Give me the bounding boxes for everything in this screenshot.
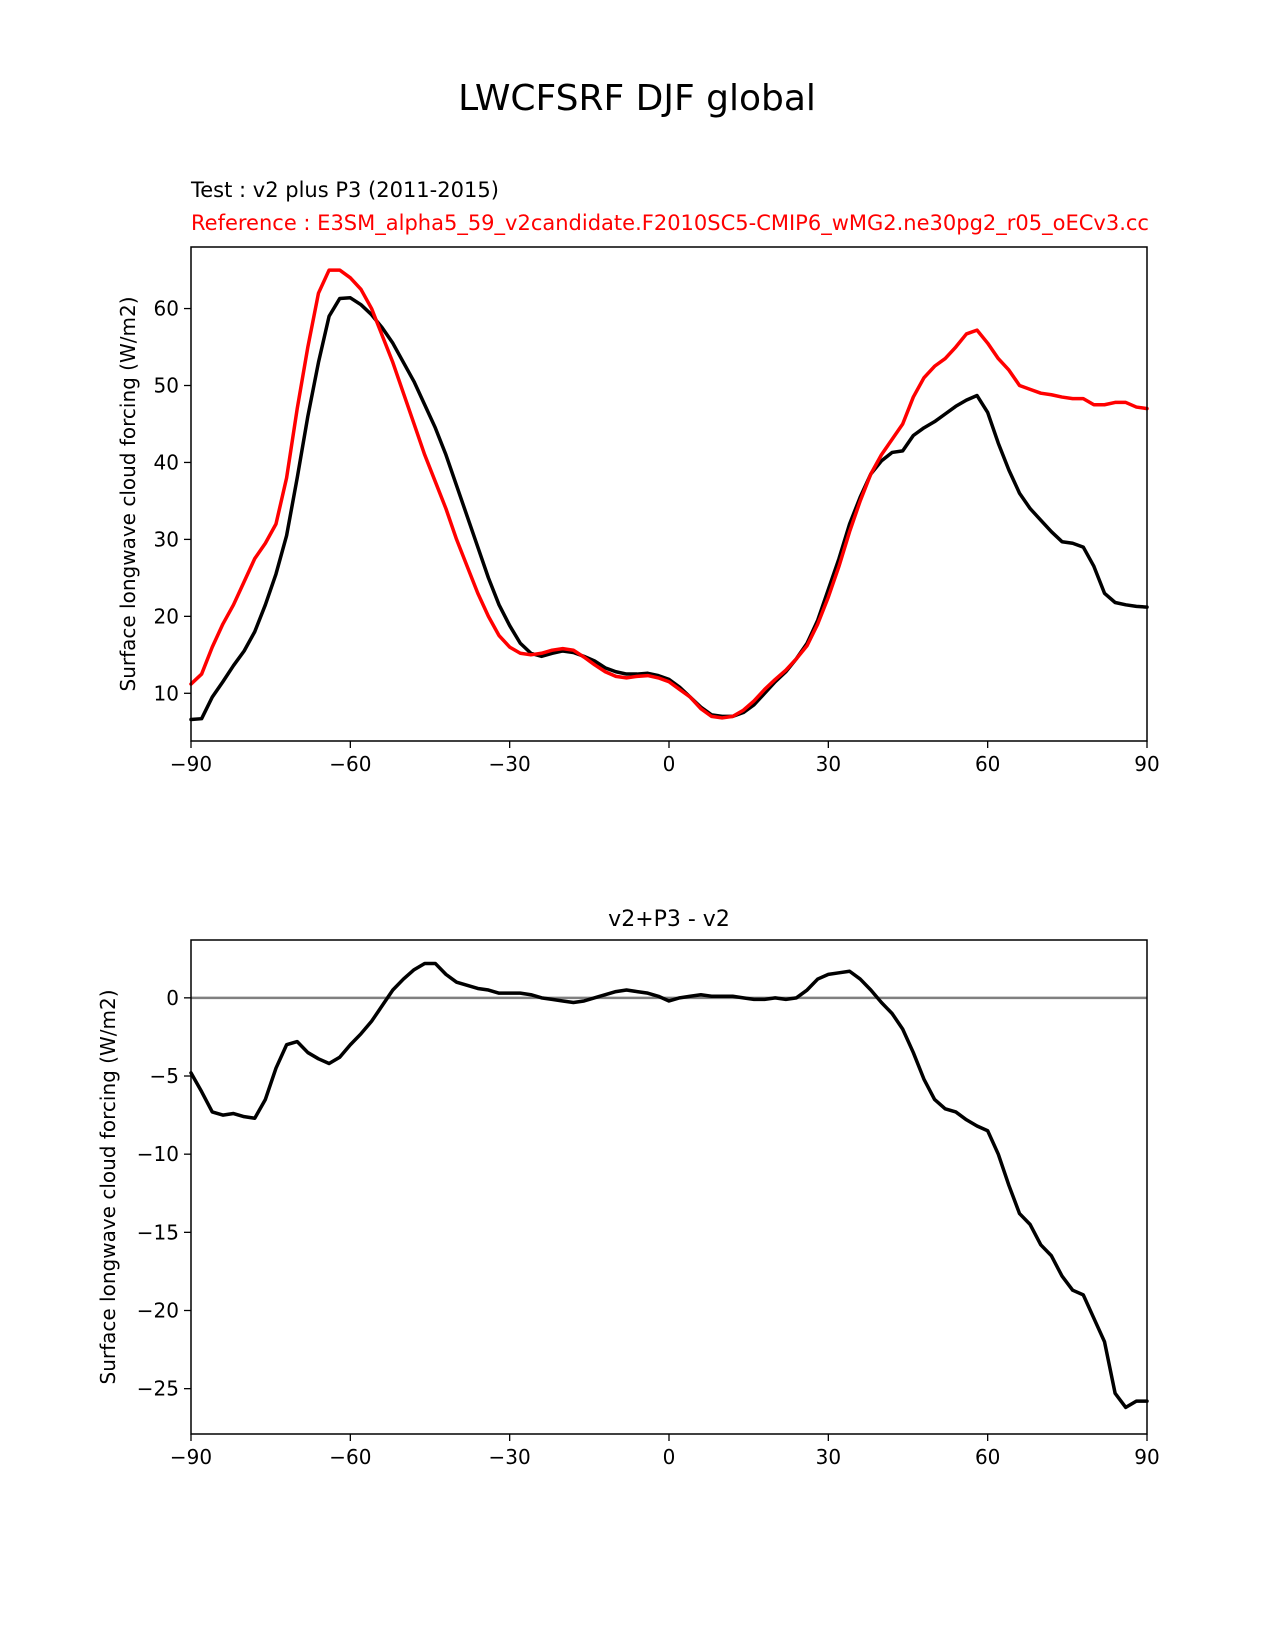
panel-difference: v2+P3 - v2 Surface longwave cloud forcin…	[96, 907, 1160, 1469]
y-axis-label: Surface longwave cloud forcing (W/m2)	[96, 989, 120, 1384]
tick-group: −90 −60 −30 0 30 60 90 0 −5 −10 −15 −20 −25	[137, 986, 1160, 1469]
series-group	[189, 268, 1149, 722]
x-tick-label: −30	[489, 1445, 531, 1469]
x-tick-label: 90	[1134, 1445, 1159, 1469]
series-line-test	[189, 961, 1149, 1410]
x-tick-label: 30	[816, 1445, 841, 1469]
x-tick-label: −90	[170, 752, 212, 776]
y-tick-label: −15	[137, 1220, 179, 1244]
plot-frame	[190, 939, 1148, 1435]
difference-title: v2+P3 - v2	[608, 907, 730, 932]
y-tick-label: −5	[150, 1064, 179, 1088]
y-tick-label: 30	[154, 527, 179, 551]
series-line-test	[189, 296, 1149, 722]
x-tick-label: 0	[663, 1445, 676, 1469]
y-axis-label: Surface longwave cloud forcing (W/m2)	[116, 296, 140, 691]
series-group	[189, 961, 1149, 1410]
y-tick-label: −20	[137, 1299, 179, 1323]
y-tick-label: 50	[154, 374, 179, 398]
plot-frame	[190, 246, 1148, 742]
tick-group: −90 −60 −30 0 30 60 90 10 20 30 40 50 60	[154, 297, 1160, 776]
x-tick-label: 0	[663, 752, 676, 776]
reference-subtitle: Reference : E3SM_alpha5_59_v2candidate.F…	[191, 211, 1149, 236]
y-tick-label: 40	[154, 450, 179, 474]
x-tick-label: 30	[816, 752, 841, 776]
y-tick-label: −10	[137, 1142, 179, 1166]
x-tick-label: 60	[975, 1445, 1000, 1469]
x-tick-label: −90	[170, 1445, 212, 1469]
panel-test-reference: Test : v2 plus P3 (2011-2015) Reference …	[116, 178, 1160, 776]
y-tick-label: 0	[166, 986, 179, 1010]
y-tick-label: 60	[154, 297, 179, 321]
x-tick-label: −60	[329, 752, 371, 776]
x-tick-label: 90	[1134, 752, 1159, 776]
x-tick-label: −30	[489, 752, 531, 776]
figure-title: LWCFSRF DJF global	[458, 78, 816, 119]
test-subtitle: Test : v2 plus P3 (2011-2015)	[190, 178, 499, 202]
x-tick-label: −60	[329, 1445, 371, 1469]
x-tick-label: 60	[975, 752, 1000, 776]
y-tick-label: 20	[154, 604, 179, 628]
series-line-reference	[189, 268, 1149, 720]
y-tick-label: 10	[154, 681, 179, 705]
y-tick-label: −25	[137, 1377, 179, 1401]
